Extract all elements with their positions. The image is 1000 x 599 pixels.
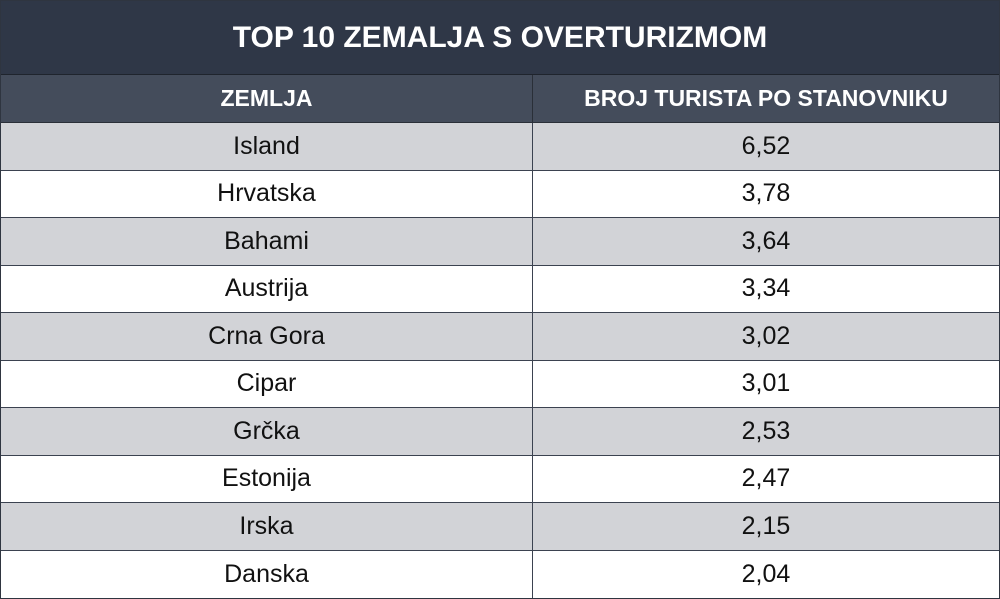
value-cell: 6,52 bbox=[741, 131, 791, 160]
value-cell: 2,15 bbox=[741, 511, 791, 540]
country-cell: Grčka bbox=[1, 408, 533, 455]
table-row: Austrija 3,34 bbox=[1, 265, 999, 313]
column-header-country: ZEMLJA bbox=[1, 75, 533, 122]
value-cell: 2,04 bbox=[741, 559, 791, 588]
country-cell: Estonija bbox=[1, 455, 533, 502]
value-cell: 3,01 bbox=[741, 369, 791, 398]
table-row: Estonija 2,47 bbox=[1, 455, 999, 503]
table-row: Irska 2,15 bbox=[1, 503, 999, 551]
country-cell: Austrija bbox=[1, 265, 533, 312]
table-row: Danska 2,04 bbox=[1, 550, 999, 598]
table-row: Cipar 3,01 bbox=[1, 360, 999, 408]
country-cell: Island bbox=[1, 123, 533, 170]
country-cell: Bahami bbox=[1, 218, 533, 265]
country-cell: Crna Gora bbox=[1, 313, 533, 360]
table-title: TOP 10 ZEMALJA S OVERTURIZMOM bbox=[1, 1, 999, 75]
country-cell: Hrvatska bbox=[1, 170, 533, 217]
country-cell: Cipar bbox=[1, 360, 533, 407]
table-body: Island 6,52 Hrvatska 3,78 Bahami 3,64 Au… bbox=[1, 123, 999, 598]
value-cell: 3,64 bbox=[741, 226, 791, 255]
table-row: Grčka 2,53 bbox=[1, 408, 999, 456]
table-header-row: ZEMLJA BROJ TURISTA PO STANOVNIKU bbox=[1, 75, 999, 123]
country-cell: Irska bbox=[1, 503, 533, 550]
value-cell: 3,02 bbox=[741, 321, 791, 350]
value-cell: 3,78 bbox=[741, 179, 791, 208]
table-row: Hrvatska 3,78 bbox=[1, 170, 999, 218]
table-row: Bahami 3,64 bbox=[1, 218, 999, 266]
table-row: Crna Gora 3,02 bbox=[1, 313, 999, 361]
column-header-tourists-per-capita: BROJ TURISTA PO STANOVNIKU bbox=[584, 85, 948, 111]
country-cell: Danska bbox=[1, 550, 533, 598]
table-row: Island 6,52 bbox=[1, 123, 999, 171]
value-cell: 2,47 bbox=[741, 464, 791, 493]
value-cell: 2,53 bbox=[741, 416, 791, 445]
value-cell: 3,34 bbox=[741, 274, 791, 303]
